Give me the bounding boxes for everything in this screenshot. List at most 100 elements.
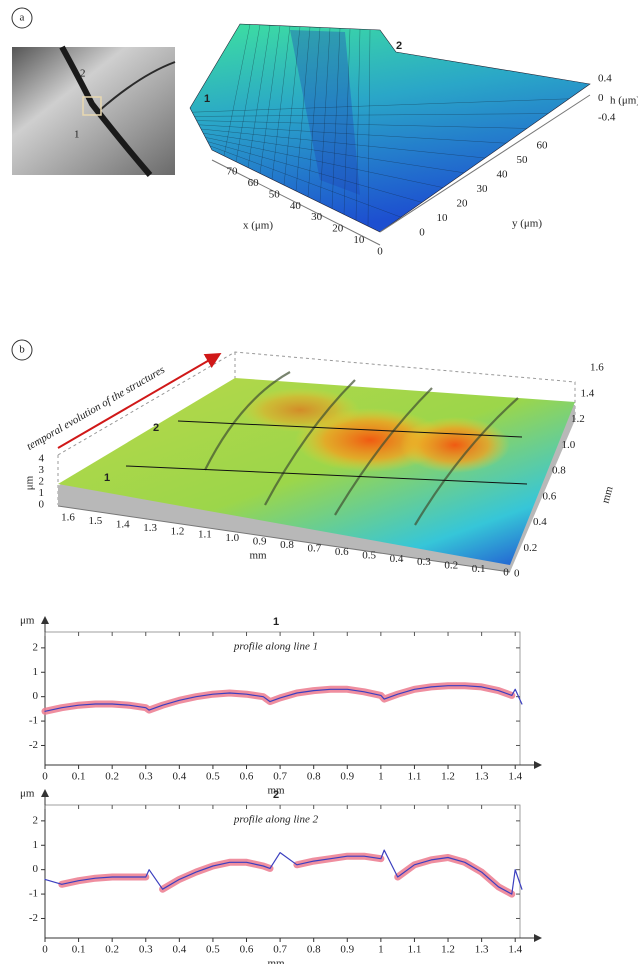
chart-title: 2 xyxy=(273,789,279,801)
mesh-line xyxy=(331,28,341,209)
mesh-line xyxy=(271,26,291,180)
x-tick-label: 0.7 xyxy=(273,944,287,956)
mesh-line xyxy=(203,133,465,173)
y-axis-label: y (μm) xyxy=(512,218,542,230)
x-axis-label: x (μm) xyxy=(243,220,273,232)
x-tick-label: 0.2 xyxy=(105,944,119,956)
x-tick-label: 1.5 xyxy=(89,515,103,527)
crack xyxy=(59,45,153,177)
surface xyxy=(189,23,591,233)
x-tick-label: 0.2 xyxy=(105,771,119,783)
y-tick-label: -2 xyxy=(29,912,38,924)
surface-label: 2 xyxy=(396,40,402,52)
mesh-line xyxy=(194,113,549,117)
z-axis-label: μm xyxy=(24,475,36,490)
h-axis-label: h (μm) xyxy=(610,95,638,107)
micrograph xyxy=(12,47,175,175)
y-tick-label: 0 xyxy=(33,863,39,875)
x-axis-label: mm xyxy=(267,785,285,797)
z-tick-label: 3 xyxy=(39,464,45,476)
x-tick-label: 0.4 xyxy=(172,771,186,783)
y-axis-label: mm xyxy=(600,485,616,505)
y-tick-label: 1.6 xyxy=(590,362,604,374)
x-tick-label: 1.2 xyxy=(441,944,455,956)
mesh-line xyxy=(223,24,251,156)
photo-label: 1 xyxy=(74,129,80,141)
x-tick-label: 0.1 xyxy=(472,563,486,575)
x-tick-label: 0.8 xyxy=(307,771,321,783)
x-tick-label: 0.6 xyxy=(240,771,254,783)
x-tick-label: 0.1 xyxy=(72,944,86,956)
h-tick-label: 0.4 xyxy=(598,73,612,85)
mesh-line xyxy=(198,124,507,144)
y-axis-label: μm xyxy=(20,615,35,627)
x-tick-label: 40 xyxy=(290,200,302,212)
x-tick-label: 0.2 xyxy=(444,560,458,572)
line-label: 2 xyxy=(153,422,159,434)
x-tick-label: 10 xyxy=(353,234,365,246)
x-tick-label: 0.6 xyxy=(240,944,254,956)
mesh-line xyxy=(209,145,402,218)
z-tick-label: 1 xyxy=(39,487,45,499)
mesh-line xyxy=(307,27,321,197)
y-tick-label: 1 xyxy=(33,839,39,851)
mesh-line xyxy=(247,25,271,168)
crack xyxy=(99,61,176,111)
z-tick-label: 2 xyxy=(39,476,45,488)
profile-line xyxy=(125,465,528,485)
mesh-line xyxy=(283,26,301,186)
x-tick-label: 1.4 xyxy=(508,944,522,956)
x-tick-label: 0.4 xyxy=(390,553,404,565)
axis-line xyxy=(211,159,381,246)
x-tick-label: 1 xyxy=(378,771,384,783)
x-tick-label: 70 xyxy=(227,166,239,178)
axis-line xyxy=(379,94,591,233)
y-axis-label: μm xyxy=(20,788,35,800)
x-tick-label: 1 xyxy=(378,944,384,956)
x-tick-label: 0 xyxy=(377,246,383,258)
x-tick-label: 0.1 xyxy=(72,771,86,783)
mesh-line xyxy=(192,98,570,113)
x-tick-label: 0.3 xyxy=(139,944,153,956)
y-tick-label: 10 xyxy=(437,212,449,224)
x-tick-label: 1.6 xyxy=(61,512,75,524)
roi-box xyxy=(82,96,102,116)
y-tick-label: 1 xyxy=(33,666,39,678)
h-tick-label: 0 xyxy=(598,92,604,104)
chart-subtitle: profile along line 2 xyxy=(233,814,319,826)
mesh-line xyxy=(367,29,371,227)
x-tick-label: 1.2 xyxy=(441,771,455,783)
h-tick-label: -0.4 xyxy=(598,112,616,124)
x-tick-label: 1.3 xyxy=(475,771,489,783)
y-tick-label: 30 xyxy=(477,183,489,195)
mesh-line xyxy=(200,128,486,159)
x-tick-label: 0.8 xyxy=(307,944,321,956)
chart-title: 1 xyxy=(273,616,279,628)
z-tick-label: 4 xyxy=(39,453,45,465)
panel-a xyxy=(11,7,591,246)
y-tick-label: 2 xyxy=(33,641,39,653)
x-axis-label: mm xyxy=(249,550,267,562)
x-tick-label: 1.1 xyxy=(198,529,212,541)
x-axis-label: mm xyxy=(267,958,285,964)
x-tick-label: 0.8 xyxy=(280,539,294,551)
y-tick-label: 0.2 xyxy=(524,542,538,554)
y-tick-label: 0.8 xyxy=(552,465,566,477)
mesh-line xyxy=(343,28,351,215)
mesh-line xyxy=(295,26,311,192)
y-tick-label: 1.2 xyxy=(571,413,585,425)
y-tick-label: -1 xyxy=(29,888,38,900)
x-tick-label: 1.3 xyxy=(143,522,157,534)
y-tick-label: 0.6 xyxy=(543,490,557,502)
x-tick-label: 1.1 xyxy=(408,944,422,956)
mesh-line xyxy=(196,120,528,129)
chart-subtitle: profile along line 1 xyxy=(233,641,318,653)
line-label: 1 xyxy=(104,472,110,484)
x-tick-label: 0 xyxy=(42,944,48,956)
x-tick-label: 50 xyxy=(269,188,281,200)
y-tick-label: 1.4 xyxy=(581,387,595,399)
y-tick-label: 0.4 xyxy=(533,516,547,528)
hotspot xyxy=(400,417,510,473)
x-tick-label: 0 xyxy=(42,771,48,783)
x-tick-label: 60 xyxy=(248,177,260,189)
